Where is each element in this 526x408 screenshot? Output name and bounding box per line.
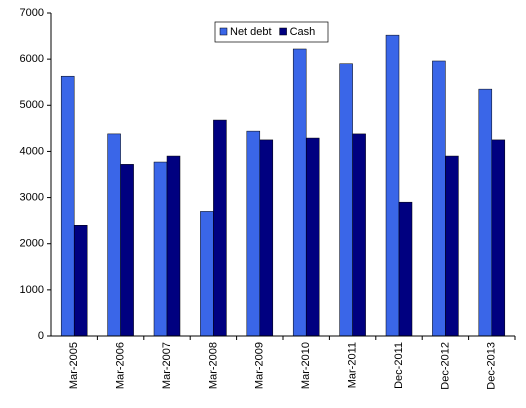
x-tick-label: Mar-2005: [68, 342, 80, 389]
x-tick-label: Mar-2008: [207, 342, 219, 389]
bar: [491, 139, 506, 337]
bar: [120, 164, 134, 337]
bar: [432, 60, 446, 337]
x-tick-label: Mar-2010: [300, 342, 312, 389]
x-tick-label: Mar-2011: [347, 342, 359, 388]
bar: [73, 225, 88, 337]
bar: [259, 139, 274, 337]
bar: [292, 48, 307, 337]
bar: [352, 133, 366, 337]
bar: [445, 155, 459, 337]
y-tick-label: 4000: [20, 145, 44, 157]
bar: [339, 63, 353, 337]
bar: [107, 133, 121, 337]
x-tick-label: Mar-2009: [254, 342, 266, 389]
bar: [153, 161, 168, 337]
y-tick-label: 2000: [20, 238, 44, 250]
x-tick-label: Dec-2011: [393, 342, 405, 389]
x-tick-label: Mar-2006: [115, 342, 127, 389]
bar: [478, 88, 493, 337]
bar: [213, 119, 227, 337]
bar: [166, 155, 181, 337]
y-tick-label: 5000: [20, 99, 44, 111]
bar: [398, 201, 413, 337]
x-tick-label: Dec-2013: [486, 342, 498, 390]
x-tick-label: Dec-2012: [439, 342, 451, 390]
legend-label: Cash: [290, 26, 316, 38]
bar: [385, 34, 400, 337]
legend: Net debt Cash: [214, 21, 329, 43]
bar: [60, 75, 75, 337]
bar: [246, 130, 261, 337]
y-tick-label: 6000: [20, 53, 44, 65]
bar: [305, 137, 320, 337]
legend-swatch: [219, 27, 228, 36]
y-tick-label: 7000: [20, 7, 44, 19]
y-tick-label: 0: [38, 330, 44, 342]
legend-label: Net debt: [230, 26, 272, 38]
x-tick-label: Mar-2007: [161, 342, 173, 389]
legend-swatch: [279, 27, 287, 36]
legend-box: [214, 21, 329, 43]
bar: [200, 211, 214, 337]
y-tick-label: 3000: [20, 191, 44, 203]
y-tick-label: 1000: [20, 284, 44, 296]
